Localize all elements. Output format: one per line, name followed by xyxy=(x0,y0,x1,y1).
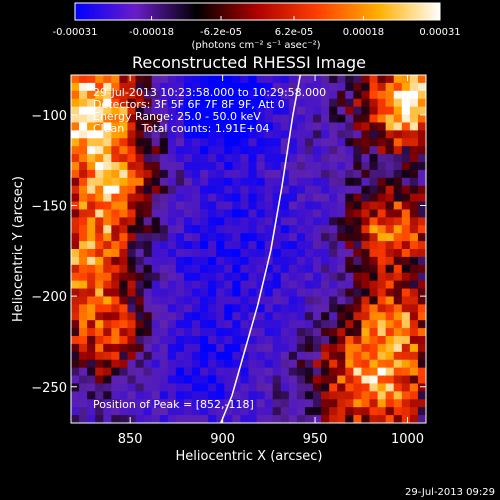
y-tick-label: −150 xyxy=(31,200,67,215)
annotation-clean-counts: Clean Total counts: 1.91E+04 xyxy=(93,122,270,135)
colorbar-units-label: (photons cm⁻² s⁻¹ asec⁻²) xyxy=(191,40,320,51)
x-tick-label: 950 xyxy=(303,432,328,447)
chart-title: Reconstructed RHESSI Image xyxy=(132,53,366,72)
annotation-block: 29-Jul-2013 10:23:58.000 to 10:29:58.000… xyxy=(93,86,326,135)
x-axis-ticks: 850 900 950 1000 xyxy=(118,75,424,447)
y-tick-label: −100 xyxy=(31,109,67,124)
annotation-time-range: 29-Jul-2013 10:23:58.000 to 10:29:58.000 xyxy=(93,86,326,99)
heatmap-image xyxy=(71,75,426,423)
x-tick-label: 900 xyxy=(210,432,235,447)
plot-frame xyxy=(70,74,427,424)
peak-position-label: Position of Peak = [852,-118] xyxy=(93,398,254,411)
colorbar-ticks: -0.00031 -0.00018 -6.2e-05 6.2e-05 0.00018 0.… xyxy=(53,16,461,38)
colorbar-tick-label: -6.2e-05 xyxy=(200,27,242,38)
x-tick-label: 1000 xyxy=(391,432,424,447)
annotation-detectors: Detectors: 3F 5F 6F 7F 8F 9F, Att 0 xyxy=(93,98,285,111)
colorbar-tick-label: 0.00018 xyxy=(343,27,384,38)
y-tick-label: −250 xyxy=(31,381,67,396)
y-tick-label: −200 xyxy=(31,290,67,305)
footer-timestamp: 29-Jul-2013 09:29 xyxy=(405,487,495,498)
colorbar-tick-label: -0.00018 xyxy=(129,27,174,38)
colorbar-tick-label: 6.2e-05 xyxy=(275,27,313,38)
annotation-energy-range: Energy Range: 25.0 - 50.0 keV xyxy=(93,110,261,123)
colorbar-tick-label: 0.00031 xyxy=(419,27,460,38)
solar-limb-curve xyxy=(220,75,302,423)
x-tick-label: 850 xyxy=(118,432,143,447)
y-axis-ticks: −100 −150 −200 −250 xyxy=(31,109,426,396)
colorbar-tick-label: -0.00031 xyxy=(53,27,98,38)
colorbar xyxy=(74,2,441,21)
x-axis-title: Heliocentric X (arcsec) xyxy=(176,449,323,464)
y-axis-title: Heliocentric Y (arcsec) xyxy=(11,176,26,322)
